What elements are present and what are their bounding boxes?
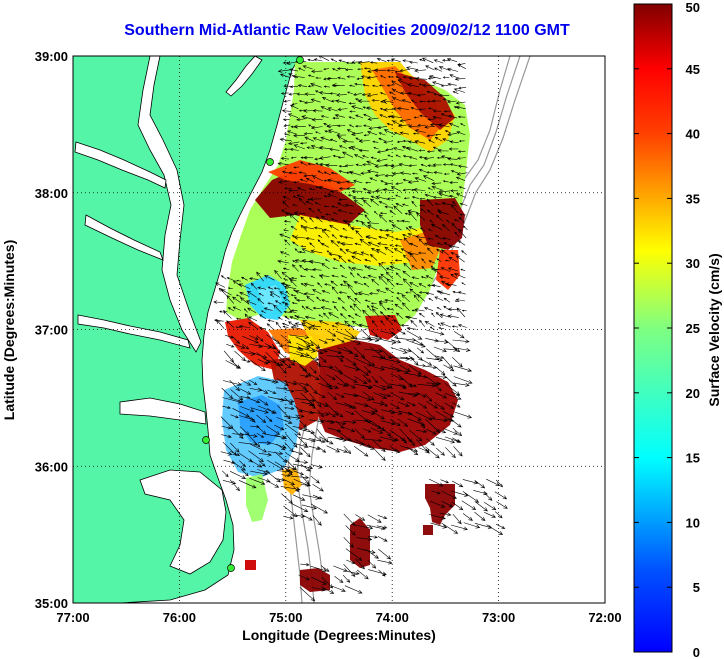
velocity-region <box>268 160 355 192</box>
radar-stations <box>202 56 304 572</box>
velocity-region <box>420 198 465 250</box>
y-axis-label: Latitude (Degrees:Minutes) <box>1 240 17 420</box>
velocity-region <box>288 335 318 366</box>
grid-lines <box>73 56 605 603</box>
y-axis-ticks: 35:00 36:00 37:00 38:00 39:00 <box>35 49 68 611</box>
radar-station-marker[interactable] <box>266 158 274 166</box>
pamlico-sound <box>139 469 227 575</box>
x-tick-label: 77:00 <box>56 610 89 625</box>
colorbar-tick-label: 10 <box>686 515 700 530</box>
x-tick-label: 76:00 <box>163 610 196 625</box>
map-title: Southern Mid-Atlantic Raw Velocities 200… <box>124 22 570 39</box>
y-tick-label: 38:00 <box>35 186 68 201</box>
radar-station-marker[interactable] <box>296 56 304 64</box>
james-river <box>77 314 191 349</box>
x-axis-label: Longitude (Degrees:Minutes) <box>242 627 436 643</box>
velocity-region <box>423 525 433 535</box>
colorbar-tick-label: 45 <box>686 62 700 77</box>
x-tick-label: 72:00 <box>588 610 621 625</box>
colorbar-tick-label: 35 <box>686 191 700 206</box>
colorbar-tick-label: 20 <box>686 386 700 401</box>
velocity-region <box>258 285 282 312</box>
plot-frame <box>72 55 606 604</box>
velocity-region <box>300 568 330 592</box>
colorbar <box>633 3 673 653</box>
velocity-region <box>372 66 445 140</box>
x-axis-ticks: 77:00 76:00 75:00 74:00 73:00 72:00 <box>56 610 621 625</box>
y-tick-label: 35:00 <box>35 596 68 611</box>
velocity-region <box>238 395 284 445</box>
radar-station-marker[interactable] <box>202 436 210 444</box>
velocity-arrows <box>213 56 508 602</box>
radar-station-marker[interactable] <box>227 564 235 572</box>
colorbar-tick-label: 0 <box>693 645 700 659</box>
potomac-river <box>74 141 167 189</box>
colorbar-tick-label: 25 <box>686 321 700 336</box>
colorbar-label: Surface Velocity (cm/s) <box>706 253 722 406</box>
velocity-region <box>395 72 455 130</box>
x-tick-label: 73:00 <box>482 610 515 625</box>
y-tick-label: 37:00 <box>35 323 68 338</box>
chesapeake-bay <box>137 56 202 353</box>
colorbar-ticks: 0 5 10 15 20 25 30 35 40 45 50 <box>634 0 700 659</box>
colorbar-tick-label: 40 <box>686 127 700 142</box>
rappahannock-river <box>84 214 164 261</box>
y-tick-label: 39:00 <box>35 49 68 64</box>
colorbar-tick-label: 30 <box>686 256 700 271</box>
velocity-region <box>290 215 430 266</box>
delaware-bay <box>225 56 263 97</box>
velocity-vectors <box>213 56 508 602</box>
velocity-region <box>245 560 256 570</box>
x-tick-label: 74:00 <box>376 610 409 625</box>
colorbar-tick-label: 5 <box>693 580 700 595</box>
colorbar-tick-label: 15 <box>686 451 700 466</box>
x-tick-label: 75:00 <box>269 610 302 625</box>
y-tick-label: 36:00 <box>35 459 68 474</box>
albemarle-sound <box>119 397 207 425</box>
colorbar-tick-label: 50 <box>686 0 700 15</box>
velocity-field <box>222 62 470 592</box>
